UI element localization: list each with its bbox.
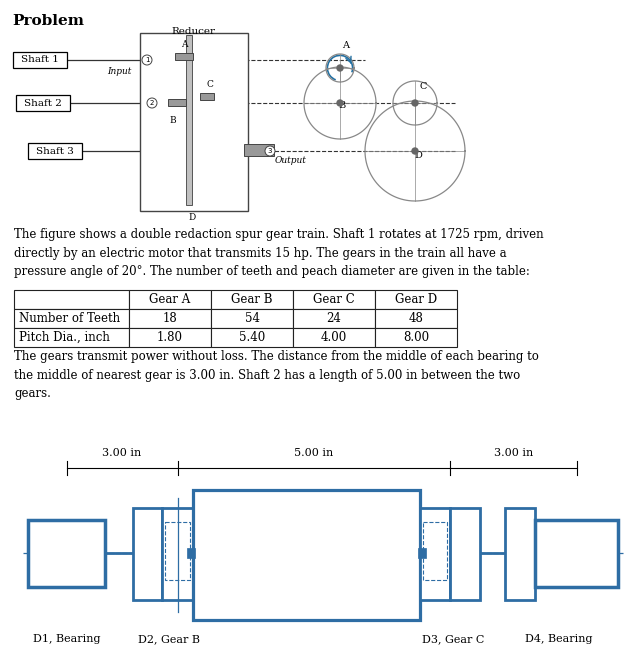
- Text: A: A: [181, 40, 187, 49]
- Bar: [186, 35, 192, 205]
- Text: The gears transmit power without loss. The distance from the middle of each bear: The gears transmit power without loss. T…: [14, 350, 539, 400]
- Bar: [293, 309, 375, 328]
- Text: Shaft 3: Shaft 3: [36, 146, 74, 156]
- Text: C: C: [419, 82, 426, 91]
- Text: The figure shows a double redaction spur gear train. Shaft 1 rotates at 1725 rpm: The figure shows a double redaction spur…: [14, 228, 544, 278]
- Text: 24: 24: [326, 312, 342, 325]
- Bar: [28, 520, 105, 587]
- Circle shape: [147, 98, 157, 108]
- Bar: [420, 508, 450, 600]
- Bar: [211, 328, 293, 347]
- Bar: [193, 490, 420, 620]
- Text: Shaft 2: Shaft 2: [24, 98, 62, 107]
- Circle shape: [337, 65, 343, 71]
- Bar: [211, 309, 293, 328]
- Text: D1, Bearing: D1, Bearing: [33, 634, 101, 644]
- Bar: [375, 328, 457, 347]
- Text: D2, Gear B: D2, Gear B: [138, 634, 200, 644]
- Text: 54: 54: [244, 312, 260, 325]
- Circle shape: [337, 100, 343, 106]
- Bar: [129, 328, 211, 347]
- Text: Gear C: Gear C: [313, 293, 355, 306]
- Bar: [175, 53, 193, 60]
- Bar: [16, 95, 70, 111]
- Text: 5.00 in: 5.00 in: [294, 448, 333, 458]
- Bar: [211, 290, 293, 309]
- Bar: [129, 290, 211, 309]
- Bar: [244, 144, 274, 156]
- Bar: [165, 522, 190, 580]
- Bar: [162, 508, 193, 600]
- Text: D4, Bearing: D4, Bearing: [525, 634, 592, 644]
- Text: Gear B: Gear B: [231, 293, 273, 306]
- Circle shape: [412, 100, 418, 106]
- Bar: [423, 522, 447, 580]
- Bar: [375, 309, 457, 328]
- Text: 8.00: 8.00: [403, 331, 429, 344]
- Bar: [168, 99, 186, 106]
- Text: Output: Output: [275, 156, 307, 165]
- Text: C: C: [206, 80, 213, 89]
- Bar: [13, 52, 67, 68]
- Bar: [418, 548, 426, 558]
- Bar: [28, 143, 82, 159]
- Text: A: A: [342, 41, 349, 50]
- Text: Number of Teeth: Number of Teeth: [19, 312, 120, 325]
- Bar: [450, 508, 480, 600]
- Text: 2: 2: [150, 100, 154, 106]
- Bar: [293, 328, 375, 347]
- Text: B: B: [170, 116, 176, 125]
- Text: 18: 18: [163, 312, 178, 325]
- Text: 5.40: 5.40: [239, 331, 265, 344]
- Text: Reducer: Reducer: [171, 27, 215, 36]
- Text: 3.00 in: 3.00 in: [103, 448, 142, 458]
- Bar: [535, 520, 618, 587]
- Text: D: D: [188, 213, 196, 222]
- Bar: [14, 290, 129, 309]
- Bar: [133, 508, 162, 600]
- Bar: [129, 309, 211, 328]
- Text: 1.80: 1.80: [157, 331, 183, 344]
- Circle shape: [142, 55, 152, 65]
- Text: Shaft 1: Shaft 1: [21, 55, 59, 65]
- Text: 3: 3: [268, 148, 272, 154]
- Circle shape: [265, 146, 275, 156]
- Text: Gear D: Gear D: [395, 293, 437, 306]
- Bar: [200, 93, 214, 100]
- Text: 48: 48: [408, 312, 424, 325]
- Text: B: B: [338, 101, 345, 111]
- Circle shape: [412, 148, 418, 154]
- Text: D: D: [414, 152, 422, 161]
- Text: Input: Input: [107, 67, 131, 76]
- Bar: [187, 548, 195, 558]
- Bar: [14, 309, 129, 328]
- Text: 4.00: 4.00: [321, 331, 347, 344]
- Bar: [375, 290, 457, 309]
- Text: D3, Gear C: D3, Gear C: [422, 634, 485, 644]
- Text: 1: 1: [145, 57, 149, 63]
- Bar: [505, 508, 535, 600]
- Bar: [140, 33, 248, 211]
- Text: Problem: Problem: [12, 14, 84, 28]
- Bar: [14, 328, 129, 347]
- Bar: [293, 290, 375, 309]
- Text: Pitch Dia., inch: Pitch Dia., inch: [19, 331, 110, 344]
- Text: Gear A: Gear A: [149, 293, 190, 306]
- Text: 3.00 in: 3.00 in: [494, 448, 533, 458]
